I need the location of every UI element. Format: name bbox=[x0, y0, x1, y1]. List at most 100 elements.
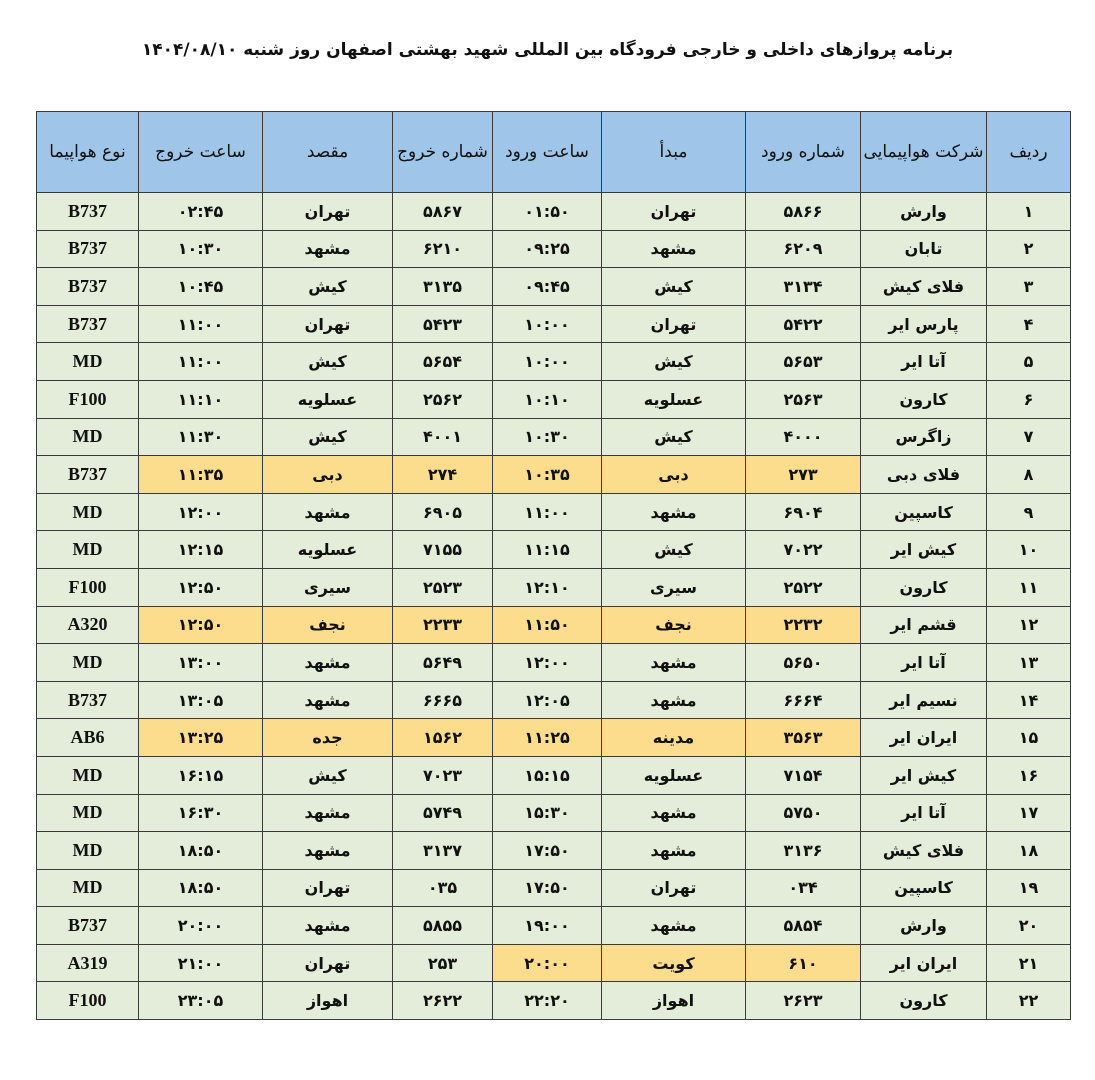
cell-aircraft-type: B737 bbox=[36, 680, 139, 720]
cell-aircraft-type: B737 bbox=[36, 906, 139, 945]
table-row: ۱۶ کیش ایر ۷۱۵۴ عسلویه ۱۵:۱۵ ۷۰۲۳ کیش ۱۶:۱۵ MD bbox=[36, 755, 1071, 795]
cell-airline: نسیم ایر bbox=[860, 680, 987, 720]
cell-airline: پارس ایر bbox=[860, 304, 987, 344]
cell-departure-time: ۱۰:۴۵ bbox=[138, 267, 263, 306]
cell-departure-flight-number: ۰۳۵ bbox=[392, 868, 493, 908]
cell-departure-time: ۱۲:۱۵ bbox=[138, 530, 263, 569]
cell-origin: کویت bbox=[601, 943, 746, 983]
cell-arrival-flight-number: ۴۰۰۰ bbox=[745, 417, 861, 457]
cell-aircraft-type: AB6 bbox=[36, 718, 139, 757]
cell-arrival-time: ۱۰:۱۰ bbox=[492, 379, 602, 419]
cell-destination: تهران bbox=[262, 304, 393, 344]
cell-aircraft-type: B737 bbox=[36, 267, 139, 306]
cell-aircraft-type: B737 bbox=[36, 229, 139, 269]
cell-arrival-flight-number: ۳۵۶۳ bbox=[745, 718, 861, 757]
table-row: ۷ زاگرس ۴۰۰۰ کیش ۱۰:۳۰ ۴۰۰۱ کیش ۱۱:۳۰ MD bbox=[36, 417, 1071, 457]
cell-departure-flight-number: ۷۰۲۳ bbox=[392, 755, 493, 795]
cell-arrival-flight-number: ۳۱۳۶ bbox=[745, 831, 861, 870]
cell-arrival-time: ۱۷:۵۰ bbox=[492, 868, 602, 908]
cell-arrival-flight-number: ۶۲۰۹ bbox=[745, 229, 861, 269]
cell-origin: مدینه bbox=[601, 718, 746, 757]
cell-arrival-flight-number: ۵۶۵۳ bbox=[745, 342, 861, 381]
cell-origin: نجف bbox=[601, 605, 746, 645]
table-row: ۱۱ کارون ۲۵۲۲ سیری ۱۲:۱۰ ۲۵۲۳ سیری ۱۲:۵۰ F100 bbox=[36, 567, 1071, 607]
cell-departure-flight-number: ۲۵۲۳ bbox=[392, 567, 493, 607]
cell-arrival-flight-number: ۶۶۶۴ bbox=[745, 680, 861, 720]
cell-airline: آتا ایر bbox=[860, 342, 987, 381]
cell-aircraft-type: MD bbox=[36, 417, 139, 457]
cell-arrival-flight-number: ۶۹۰۴ bbox=[745, 492, 861, 532]
cell-arrival-flight-number: ۲۵۶۳ bbox=[745, 379, 861, 419]
cell-destination: کیش bbox=[262, 417, 393, 457]
cell-airline: کیش ایر bbox=[860, 530, 987, 569]
cell-arrival-time: ۲۲:۲۰ bbox=[492, 981, 602, 1021]
cell-row-number: ۱۲ bbox=[986, 605, 1071, 645]
cell-aircraft-type: F100 bbox=[36, 567, 139, 607]
cell-arrival-flight-number: ۲۷۳ bbox=[745, 455, 861, 494]
cell-departure-time: ۱۱:۱۰ bbox=[138, 379, 263, 419]
cell-arrival-time: ۱۲:۰۰ bbox=[492, 643, 602, 682]
cell-destination: دبی bbox=[262, 455, 393, 494]
table-body: ۱ وارش ۵۸۶۶ تهران ۰۱:۵۰ ۵۸۶۷ تهران ۰۲:۴۵ B737 ۲ تا… bbox=[36, 192, 1071, 1021]
cell-origin: کیش bbox=[601, 417, 746, 457]
column-header-destination: مقصد bbox=[262, 111, 393, 193]
table-row: ۱۳ آتا ایر ۵۶۵۰ مشهد ۱۲:۰۰ ۵۶۴۹ مشهد ۱۳:۰۰ MD bbox=[36, 643, 1071, 682]
cell-airline: قشم ایر bbox=[860, 605, 987, 645]
table-row: ۱۲ قشم ایر ۲۲۳۲ نجف ۱۱:۵۰ ۲۲۳۳ نجف ۱۲:۵۰ A320 bbox=[36, 605, 1071, 645]
cell-arrival-flight-number: ۶۱۰ bbox=[745, 943, 861, 983]
cell-arrival-time: ۱۲:۱۰ bbox=[492, 567, 602, 607]
cell-row-number: ۱۱ bbox=[986, 567, 1071, 607]
cell-departure-flight-number: ۲۲۳۳ bbox=[392, 605, 493, 645]
table-row: ۲۰ وارش ۵۸۵۴ مشهد ۱۹:۰۰ ۵۸۵۵ مشهد ۲۰:۰۰ B737 bbox=[36, 906, 1071, 945]
table-row: ۵ آتا ایر ۵۶۵۳ کیش ۱۰:۰۰ ۵۶۵۴ کیش ۱۱:۰۰ MD bbox=[36, 342, 1071, 381]
cell-row-number: ۱ bbox=[986, 192, 1071, 231]
cell-destination: مشهد bbox=[262, 680, 393, 720]
cell-departure-flight-number: ۲۵۶۲ bbox=[392, 379, 493, 419]
cell-departure-time: ۱۲:۵۰ bbox=[138, 605, 263, 645]
cell-origin: عسلویه bbox=[601, 755, 746, 795]
cell-aircraft-type: MD bbox=[36, 492, 139, 532]
cell-departure-flight-number: ۵۴۲۳ bbox=[392, 304, 493, 344]
cell-destination: مشهد bbox=[262, 906, 393, 945]
cell-destination: عسلویه bbox=[262, 379, 393, 419]
cell-departure-flight-number: ۵۸۶۷ bbox=[392, 192, 493, 231]
table-row: ۲ تابان ۶۲۰۹ مشهد ۰۹:۲۵ ۶۲۱۰ مشهد ۱۰:۳۰ B737 bbox=[36, 229, 1071, 269]
cell-destination: سیری bbox=[262, 567, 393, 607]
cell-row-number: ۸ bbox=[986, 455, 1071, 494]
cell-origin: کیش bbox=[601, 342, 746, 381]
cell-departure-time: ۱۶:۱۵ bbox=[138, 755, 263, 795]
column-header-departure-time: ساعت خروج bbox=[138, 111, 263, 193]
cell-arrival-time: ۱۷:۵۰ bbox=[492, 831, 602, 870]
cell-destination: مشهد bbox=[262, 492, 393, 532]
cell-destination: مشهد bbox=[262, 643, 393, 682]
cell-origin: مشهد bbox=[601, 906, 746, 945]
cell-origin: مشهد bbox=[601, 643, 746, 682]
cell-row-number: ۱۶ bbox=[986, 755, 1071, 795]
flight-schedule-table: ردیف شرکت هواپیمایی شماره ورود مبدأ ساعت ورو… bbox=[36, 111, 1071, 1021]
cell-aircraft-type: F100 bbox=[36, 379, 139, 419]
cell-origin: کیش bbox=[601, 267, 746, 306]
cell-departure-flight-number: ۳۱۳۷ bbox=[392, 831, 493, 870]
cell-destination: تهران bbox=[262, 943, 393, 983]
cell-arrival-flight-number: ۲۵۲۲ bbox=[745, 567, 861, 607]
cell-departure-time: ۱۱:۰۰ bbox=[138, 304, 263, 344]
cell-departure-flight-number: ۵۸۵۵ bbox=[392, 906, 493, 945]
cell-arrival-time: ۱۱:۱۵ bbox=[492, 530, 602, 569]
cell-departure-flight-number: ۲۷۴ bbox=[392, 455, 493, 494]
cell-aircraft-type: B737 bbox=[36, 455, 139, 494]
cell-aircraft-type: F100 bbox=[36, 981, 139, 1021]
table-row: ۱۵ ایران ایر ۳۵۶۳ مدینه ۱۱:۲۵ ۱۵۶۲ جده ۱۳:۲۵ AB6 bbox=[36, 718, 1071, 757]
cell-row-number: ۲۰ bbox=[986, 906, 1071, 945]
cell-airline: ایران ایر bbox=[860, 718, 987, 757]
cell-arrival-flight-number: ۰۳۴ bbox=[745, 868, 861, 908]
cell-origin: عسلویه bbox=[601, 379, 746, 419]
cell-airline: وارش bbox=[860, 906, 987, 945]
column-header-aircraft-type: نوع هواپیما bbox=[36, 111, 139, 193]
cell-destination: کیش bbox=[262, 267, 393, 306]
cell-arrival-flight-number: ۵۶۵۰ bbox=[745, 643, 861, 682]
cell-departure-flight-number: ۲۵۳ bbox=[392, 943, 493, 983]
cell-destination: جده bbox=[262, 718, 393, 757]
cell-row-number: ۴ bbox=[986, 304, 1071, 344]
cell-arrival-flight-number: ۷۰۲۲ bbox=[745, 530, 861, 569]
cell-arrival-flight-number: ۷۱۵۴ bbox=[745, 755, 861, 795]
